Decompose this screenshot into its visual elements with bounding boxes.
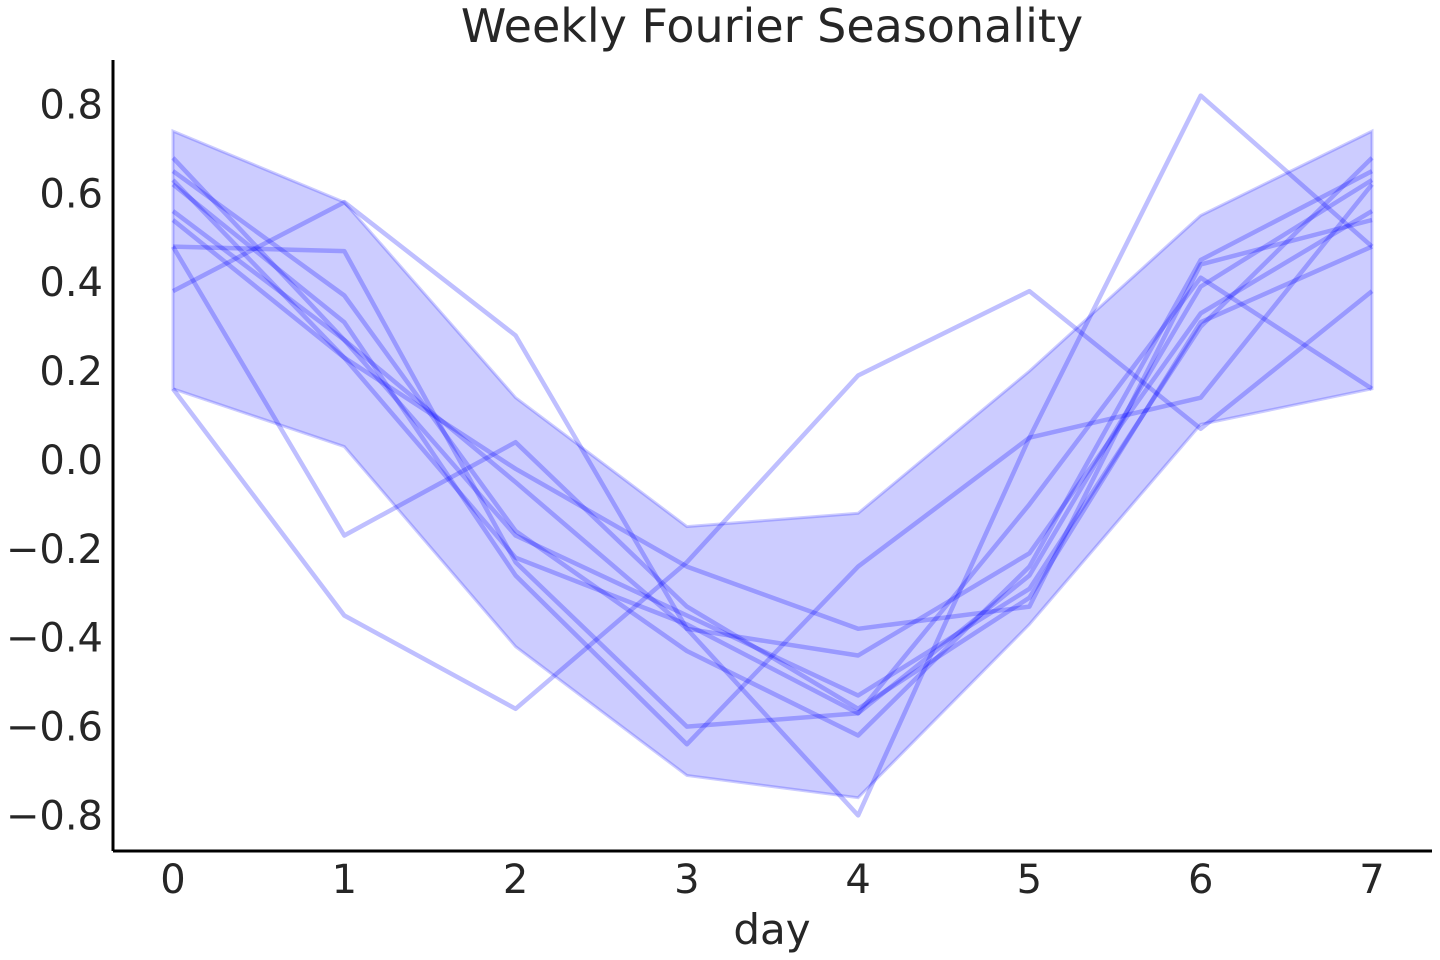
series-line-5 (171, 209, 1374, 658)
y-tick-label: 0.4 (39, 260, 103, 306)
x-tick-label: 3 (674, 857, 699, 903)
y-tick-label: −0.4 (6, 616, 103, 662)
x-axis-label: day (733, 905, 810, 954)
x-tick-label: 4 (845, 857, 870, 903)
x-tick-label: 0 (160, 857, 185, 903)
y-tick-label: 0.0 (39, 438, 103, 484)
y-tick-label: 0.2 (39, 349, 103, 395)
x-tick-label: 7 (1359, 857, 1384, 903)
x-tick-label: 1 (332, 857, 357, 903)
series-line-9 (171, 288, 1374, 712)
series-line-3 (171, 178, 1374, 716)
y-tick-label: −0.6 (6, 705, 103, 751)
x-tick-label: 6 (1188, 857, 1213, 903)
series-line-2 (171, 169, 1374, 738)
series-line-8 (171, 93, 1374, 818)
uncertainty-band-layer (171, 128, 1374, 800)
series-line-10 (171, 244, 1373, 712)
x-tick-labels: 0 1 2 3 4 5 6 7 (160, 857, 1384, 903)
series-line-1 (171, 156, 1374, 698)
chart-title: Weekly Fourier Seasonality (461, 0, 1083, 53)
x-tick-label: 5 (1017, 857, 1042, 903)
x-tick-label: 2 (503, 857, 528, 903)
series-line-6 (171, 217, 1373, 632)
y-tick-label: −0.8 (6, 793, 103, 839)
y-tick-labels: −0.8 −0.6 −0.4 −0.2 0.0 0.2 0.4 0.6 0.8 (6, 82, 103, 839)
y-tick-label: 0.8 (39, 82, 103, 128)
uncertainty-band (171, 128, 1374, 800)
y-tick-label: −0.2 (6, 527, 103, 573)
series-line-7 (172, 244, 1374, 729)
series-line-4 (171, 182, 1374, 747)
series-lines-layer (171, 93, 1374, 818)
y-tick-label: 0.6 (39, 171, 103, 217)
